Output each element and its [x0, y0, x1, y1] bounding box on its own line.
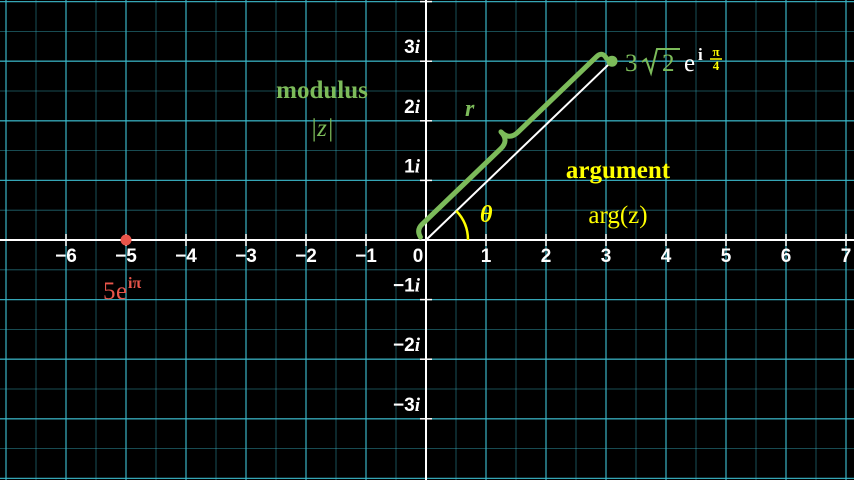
w-coefficient: 5: [103, 278, 116, 305]
x-tick-label: 1: [481, 246, 492, 267]
theta-label: θ: [480, 202, 493, 228]
z-exp-den: 4: [713, 58, 720, 73]
y-tick-label: −2i: [393, 335, 421, 356]
x-tick-label: 7: [841, 246, 852, 267]
sqrt-sign-icon: [641, 48, 680, 77]
angle-arc: [455, 210, 470, 241]
x-tick-label: −6: [55, 246, 77, 267]
z-base: e: [684, 50, 695, 77]
vector-z: [425, 60, 613, 241]
w-exponent: iπ: [128, 275, 141, 292]
r-label: r: [465, 96, 475, 122]
x-tick-label: −2: [295, 246, 317, 267]
x-tick-label: −1: [355, 246, 377, 267]
modulus-symbol: |z|: [310, 115, 333, 142]
x-tick-label: −3: [235, 246, 257, 267]
y-tick-label: 3i: [404, 37, 421, 58]
w-base: e: [116, 278, 127, 305]
modulus-label: modulus: [276, 77, 368, 104]
y-tick-label: −1i: [393, 276, 421, 297]
x-tick-label: 5: [721, 246, 732, 267]
z-exp-num: π: [712, 44, 719, 59]
y-tick-label: −3i: [393, 395, 421, 416]
y-tick-label: 1i: [404, 156, 421, 177]
z-exp-i: i: [698, 45, 703, 64]
z-sqrt-argument: 2: [662, 50, 675, 77]
w-polar-form: 5 e iπ: [103, 275, 141, 305]
x-tick-label: 2: [541, 246, 552, 267]
argument-label: argument: [566, 157, 671, 184]
z-coefficient: 3: [625, 50, 638, 77]
y-tick-label: 2i: [404, 97, 421, 118]
x-tick-label: 6: [781, 246, 792, 267]
argument-symbol: arg(z): [588, 202, 647, 229]
x-tick-label: −4: [175, 246, 197, 267]
tick-labels: −6−5−4−3−2−1012345674i3i2i1i−1i−2i−3i: [55, 0, 852, 420]
point-z: [606, 55, 618, 67]
x-tick-label: −5: [115, 246, 137, 267]
x-tick-label: 4: [661, 246, 672, 267]
x-tick-label: 0: [413, 246, 424, 267]
point-w: [120, 234, 132, 246]
modulus-brace: [416, 51, 609, 240]
x-tick-label: 3: [601, 246, 612, 267]
z-polar-form: 3 2 e i π 4: [625, 44, 722, 77]
